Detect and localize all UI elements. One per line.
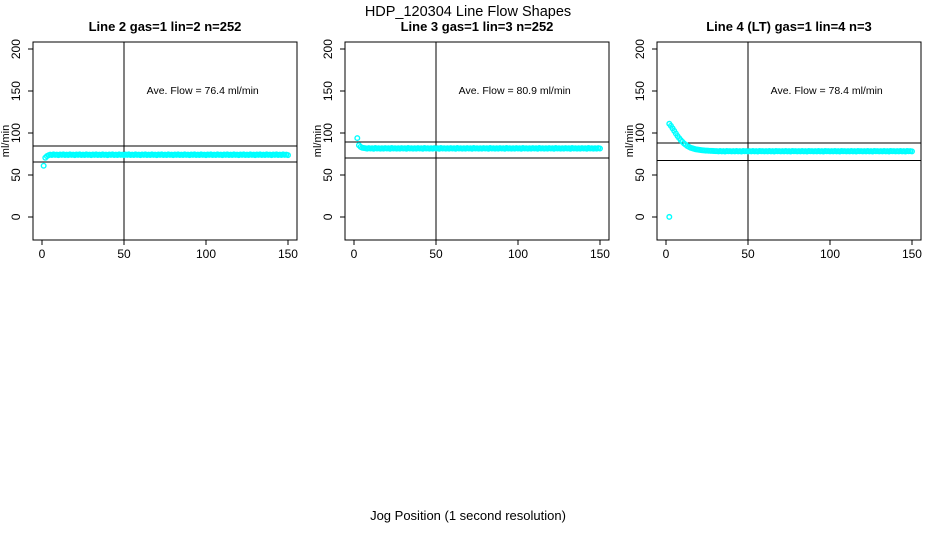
data-point <box>666 213 673 220</box>
x-tick-label: 50 <box>117 247 131 261</box>
plot-box <box>656 41 922 241</box>
y-tick-label: 0 <box>321 213 335 220</box>
ave-flow-annotation: Ave. Flow = 76.4 ml/min <box>147 85 259 97</box>
y-tick-label: 200 <box>9 39 23 59</box>
y-axis-ticks: 0 50 100 150 200 <box>321 39 345 220</box>
x-tick-label: 0 <box>39 247 46 261</box>
x-axis-ticks: 0 50 100 150 <box>39 240 298 261</box>
x-tick-label: 150 <box>902 247 922 261</box>
x-axis-label: Jog Position (1 second resolution) <box>370 508 566 523</box>
y-tick-label: 0 <box>633 213 647 220</box>
y-axis-title: ml/min <box>312 125 324 157</box>
y-tick-label: 150 <box>321 81 335 101</box>
data-point <box>284 152 291 159</box>
data-point <box>40 162 47 169</box>
panel-title: Line 2 gas=1 lin=2 n=252 <box>89 19 242 34</box>
x-tick-label: 0 <box>351 247 358 261</box>
data-points <box>354 135 603 152</box>
y-tick-label: 100 <box>321 123 335 143</box>
data-points <box>666 120 915 220</box>
y-tick-label: 50 <box>321 168 335 182</box>
y-tick-label: 100 <box>9 123 23 143</box>
data-point <box>354 135 361 142</box>
x-tick-label: 150 <box>278 247 298 261</box>
data-point <box>596 145 603 152</box>
y-tick-label: 100 <box>633 123 647 143</box>
y-tick-label: 0 <box>9 213 23 220</box>
y-tick-label: 150 <box>9 81 23 101</box>
ave-flow-annotation: Ave. Flow = 78.4 ml/min <box>771 85 883 97</box>
y-tick-label: 150 <box>633 81 647 101</box>
y-axis-title: ml/min <box>624 125 636 157</box>
reference-lines <box>345 42 609 240</box>
plot-panel-3: Line 4 (LT) gas=1 lin=4 n=3 0 50 100 150 0 50 1… <box>624 19 922 261</box>
x-tick-label: 50 <box>429 247 443 261</box>
panels-row: Line 2 gas=1 lin=2 n=252 0 50 100 150 0 50 100 1… <box>0 19 922 261</box>
data-points <box>40 151 291 169</box>
plot-panel-1: Line 2 gas=1 lin=2 n=252 0 50 100 150 0 50 100 1… <box>0 19 298 261</box>
y-tick-label: 200 <box>633 39 647 59</box>
plot-box <box>32 41 298 241</box>
x-tick-label: 100 <box>508 247 528 261</box>
y-axis-ticks: 0 50 100 150 200 <box>633 39 657 220</box>
x-axis-ticks: 0 50 100 150 <box>663 240 922 261</box>
x-tick-label: 150 <box>590 247 610 261</box>
y-tick-label: 50 <box>633 168 647 182</box>
data-point <box>908 148 915 155</box>
x-tick-label: 0 <box>663 247 670 261</box>
plot-panel-2: Line 3 gas=1 lin=3 n=252 0 50 100 150 0 50 100 1… <box>312 19 610 261</box>
y-axis-title: ml/min <box>0 125 12 157</box>
panel-title: Line 4 (LT) gas=1 lin=4 n=3 <box>706 19 872 34</box>
x-tick-label: 100 <box>196 247 216 261</box>
y-tick-label: 50 <box>9 168 23 182</box>
x-axis-ticks: 0 50 100 150 <box>351 240 610 261</box>
y-axis-ticks: 0 50 100 150 200 <box>9 39 33 220</box>
plot-box <box>344 41 610 241</box>
panel-title: Line 3 gas=1 lin=3 n=252 <box>401 19 554 34</box>
figure-title: HDP_120304 Line Flow Shapes <box>364 4 572 20</box>
reference-lines <box>33 42 297 240</box>
x-tick-label: 50 <box>741 247 755 261</box>
y-tick-label: 200 <box>321 39 335 59</box>
x-tick-label: 100 <box>820 247 840 261</box>
ave-flow-annotation: Ave. Flow = 80.9 ml/min <box>459 85 571 97</box>
reference-lines <box>657 42 921 240</box>
